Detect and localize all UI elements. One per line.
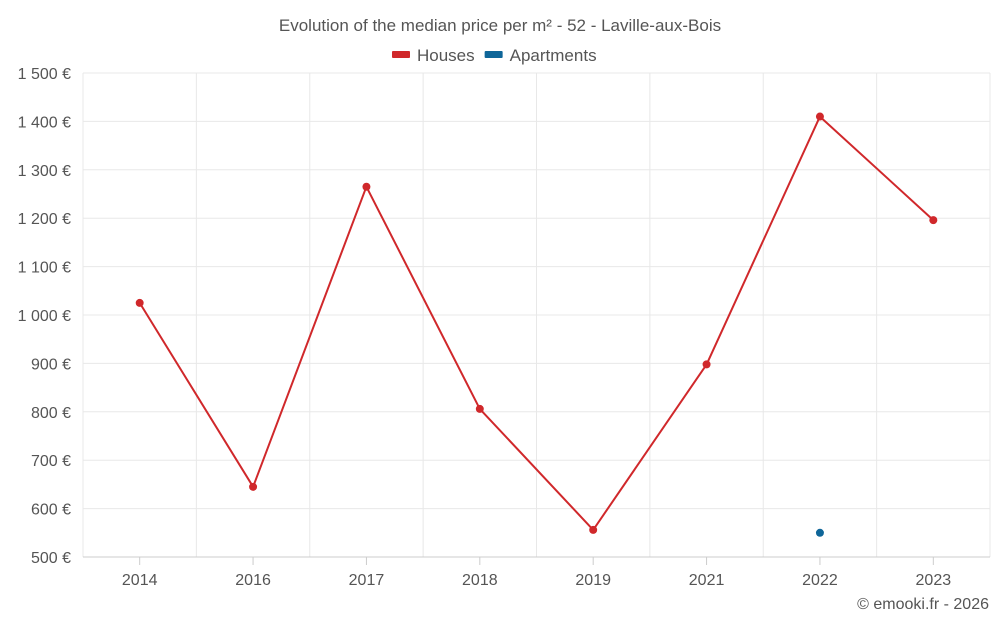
legend-swatch bbox=[392, 51, 410, 58]
y-tick-label: 1 300 € bbox=[18, 163, 71, 180]
x-tick-label: 2016 bbox=[235, 572, 271, 589]
y-tick-label: 1 200 € bbox=[18, 211, 71, 228]
credit-text: © emooki.fr - 2026 bbox=[857, 596, 989, 613]
houses-point[interactable] bbox=[475, 404, 484, 413]
houses-point[interactable] bbox=[929, 216, 938, 225]
houses-point[interactable] bbox=[362, 182, 371, 191]
chart-title: Evolution of the median price per m² - 5… bbox=[279, 16, 721, 35]
y-tick-label: 500 € bbox=[31, 550, 71, 567]
x-tick-label: 2023 bbox=[916, 572, 952, 589]
y-tick-label: 600 € bbox=[31, 502, 71, 519]
series-layer bbox=[135, 112, 938, 537]
x-tick-label: 2014 bbox=[122, 572, 158, 589]
apartments-point[interactable] bbox=[815, 528, 824, 537]
houses-point[interactable] bbox=[249, 482, 258, 491]
legend-swatch bbox=[484, 51, 503, 58]
legend-label: Apartments bbox=[510, 46, 597, 65]
houses-point[interactable] bbox=[589, 525, 598, 534]
x-tick-label: 2022 bbox=[802, 572, 838, 589]
x-tick-label: 2019 bbox=[575, 572, 611, 589]
houses-point[interactable] bbox=[815, 112, 824, 121]
y-tick-label: 900 € bbox=[31, 356, 71, 373]
grid bbox=[82, 72, 991, 557]
y-tick-label: 700 € bbox=[31, 453, 71, 470]
x-tick-label: 2018 bbox=[462, 572, 498, 589]
y-axis: 500 € 600 € 700 € 800 € 900 € 1 000 € 1 100 € 1… bbox=[18, 66, 71, 567]
y-tick-label: 1 100 € bbox=[18, 260, 71, 277]
legend-label: Houses bbox=[417, 46, 475, 65]
houses-series-line bbox=[138, 115, 934, 531]
y-tick-label: 800 € bbox=[31, 405, 71, 422]
y-tick-label: 1 400 € bbox=[18, 114, 71, 131]
legend-item-houses[interactable]: Houses bbox=[392, 46, 475, 65]
houses-point[interactable] bbox=[702, 360, 711, 369]
x-axis: 2014 2016 2017 2018 2019 2021 2022 2023 bbox=[83, 556, 990, 589]
y-tick-label: 1 500 € bbox=[18, 66, 71, 83]
y-tick-label: 1 000 € bbox=[18, 308, 71, 325]
x-tick-label: 2021 bbox=[689, 572, 725, 589]
legend-item-apartments[interactable]: Apartments bbox=[484, 46, 597, 65]
legend: Houses Apartments bbox=[392, 46, 597, 65]
houses-point[interactable] bbox=[135, 298, 144, 307]
x-tick-label: 2017 bbox=[349, 572, 385, 589]
